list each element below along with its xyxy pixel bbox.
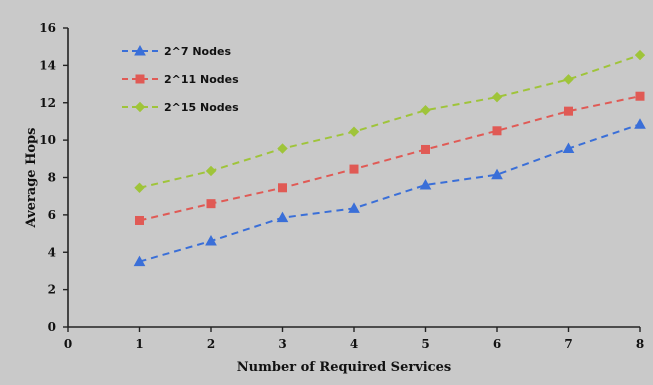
x-tick-label: 8 (636, 337, 644, 351)
y-tick-label: 14 (39, 58, 56, 72)
data-point (205, 165, 217, 177)
y-tick-label: 2 (48, 283, 56, 297)
legend-swatch-marker (135, 74, 145, 84)
series-2 (135, 91, 645, 225)
data-point (634, 118, 646, 129)
y-tick-label: 4 (48, 245, 56, 259)
data-point (491, 91, 503, 103)
legend-label: 2^7 Nodes (164, 45, 231, 58)
x-tick-label: 1 (135, 337, 143, 351)
y-tick-label: 6 (48, 208, 56, 222)
legend: 2^7 Nodes 2^11 Nodes 2^15 Nodes (122, 44, 239, 114)
data-point (419, 178, 432, 190)
series-line (139, 95, 641, 222)
x-tick-label: 4 (350, 337, 358, 351)
legend-item: 2^15 Nodes (122, 101, 239, 114)
data-point (349, 164, 359, 174)
series-line (139, 54, 641, 189)
x-tick-label: 7 (564, 337, 572, 351)
y-tick-label: 0 (48, 320, 56, 334)
data-point (635, 91, 645, 101)
y-axis-title: Average Hops (24, 128, 39, 229)
data-point (348, 126, 360, 137)
series-3 (134, 49, 646, 193)
data-point (134, 182, 145, 193)
data-point (206, 199, 216, 209)
series-1 (133, 118, 646, 267)
data-point (564, 106, 573, 116)
data-point (135, 215, 144, 225)
legend-label: 2^15 Nodes (164, 101, 239, 114)
data-point (276, 211, 289, 223)
x-tick-label: 0 (64, 337, 72, 351)
data-point (277, 143, 288, 154)
series-layer (133, 49, 646, 267)
legend-swatch-marker (134, 44, 146, 56)
data-point (562, 142, 575, 154)
x-tick-label: 6 (493, 337, 501, 351)
x-tick-label: 2 (207, 337, 215, 351)
data-point (420, 105, 431, 116)
legend-item: 2^11 Nodes (122, 73, 239, 86)
data-point (348, 202, 360, 213)
y-tick-label: 8 (48, 171, 56, 185)
legend-item: 2^7 Nodes (122, 44, 231, 58)
data-point (563, 74, 574, 85)
y-tick-label: 12 (39, 96, 56, 110)
data-point (634, 49, 646, 61)
x-axis-title: Number of Required Services (237, 360, 451, 375)
data-point (421, 144, 430, 154)
series-line (139, 123, 641, 263)
data-point (205, 235, 217, 246)
legend-swatch-marker (134, 101, 146, 113)
data-point (492, 126, 502, 136)
y-tick-label: 16 (39, 21, 56, 35)
legend-label: 2^11 Nodes (164, 73, 239, 86)
data-point (278, 183, 287, 193)
data-point (491, 168, 503, 180)
x-tick-label: 5 (421, 337, 429, 351)
y-tick-label: 10 (39, 133, 56, 147)
x-tick-label: 3 (278, 337, 286, 351)
data-point (133, 255, 146, 267)
